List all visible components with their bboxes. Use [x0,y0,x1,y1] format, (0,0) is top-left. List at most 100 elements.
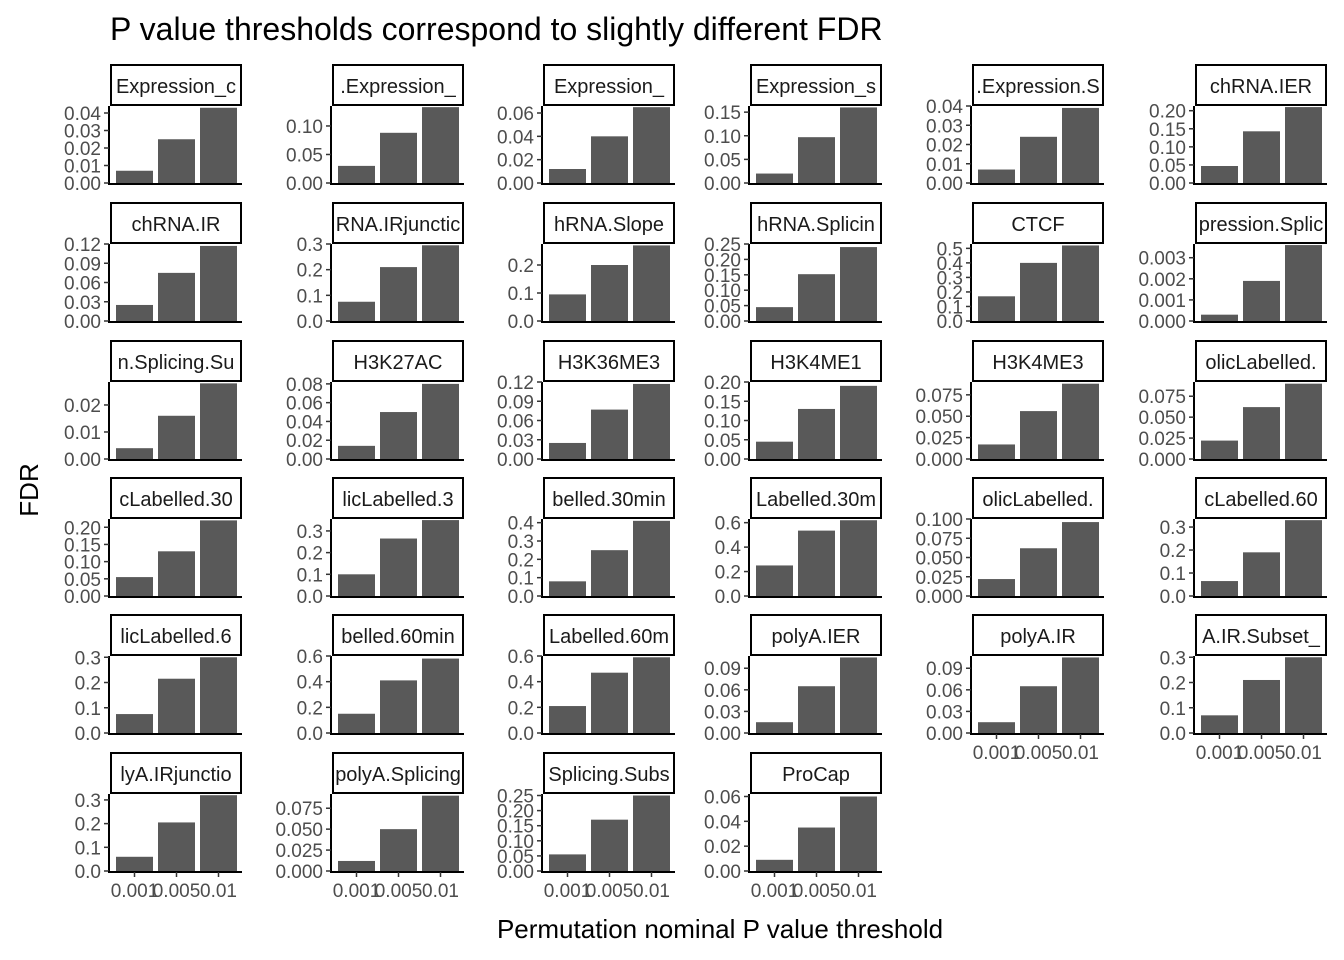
y-tick-label: 0.03 [497,431,534,452]
facet-panel: belled.60min 0.0 0.2 0.4 0.6 [297,614,464,745]
facet-strip-label: H3K4ME3 [992,352,1083,374]
facet-strip-label: lyA.IRjunctio [120,764,231,786]
y-tick-label: 0.15 [704,392,741,413]
bar [549,294,586,321]
bar [200,520,237,596]
x-tick-label: 0.01 [1062,743,1099,764]
facet-strip-label: Splicing.Subs [548,764,669,786]
y-tick-label: 0.08 [286,375,323,396]
facet-strip [332,614,464,656]
facet-strip [543,752,675,794]
y-tick-label: 0.075 [1138,387,1186,408]
bar [338,574,375,596]
y-tick-label: 0.00 [926,724,963,745]
y-tick-label: 0.00 [286,450,323,471]
facet-panel: cLabelled.60 0.00.10.20.3 [1160,477,1327,608]
bar [756,722,793,733]
bar [591,265,628,321]
bar [633,245,670,321]
facet-strip-label: H3K36ME3 [558,352,660,374]
facet-strip-label: A.IR.Subset_ [1202,626,1321,648]
bar [116,714,153,733]
bar [116,448,153,459]
bar [840,107,877,183]
facet-panel: .Expression.S 0.000.010.020.030.04 [926,64,1104,195]
bar [380,267,417,321]
y-tick-label: 0.02 [704,837,741,858]
facet-strip [110,340,242,382]
bar [633,520,670,596]
y-tick-label: 0.15 [704,266,741,287]
bar [978,296,1015,321]
bar [756,307,793,321]
facet-strip-label: licLabelled.3 [342,489,453,511]
facet-panel: Expression_s 0.00 0.050.10 0.15 [704,64,882,195]
y-tick-label: 0.050 [1138,408,1186,429]
facet-strip [750,64,882,106]
bar [1020,411,1057,459]
facet-strip-label: cLabelled.30 [119,489,232,511]
facet-strip [110,752,242,794]
y-tick-label: 0.00 [64,174,101,195]
bar [1285,245,1322,321]
facet-strip-label: licLabelled.6 [120,626,231,648]
bar [1062,383,1099,459]
y-tick-label: 0.3 [297,235,323,256]
y-tick-label: 0.05 [704,431,741,452]
facet-panel: Expression_c 0.000.010.020.030.04 [64,64,242,195]
y-tick-label: 0.00 [286,174,323,195]
facet-panel: polyA.IER 0.000.030.060.09 [704,614,882,745]
y-tick-label: 0.1 [937,297,963,318]
y-tick-label: 0.03 [64,122,101,143]
facet-strip-label: H3K4ME1 [770,352,861,374]
y-tick-label: 0.1 [75,699,101,720]
facet-strip-label: Expression_c [116,76,236,98]
y-tick-label: 0.03 [704,702,741,723]
facet-strip-label: polyA.IER [772,626,861,648]
facet-panel: cLabelled.30 0.000.050.100.150.20 [64,477,242,608]
y-tick-label: 0.05 [704,297,741,318]
bar [978,722,1015,733]
bar [200,795,237,871]
y-tick-label: 0.4 [508,673,535,694]
facet-strip [750,614,882,656]
x-tick-label: 0.01 [840,881,877,902]
bar [798,137,835,183]
bar [549,169,586,183]
bar [1243,552,1280,596]
facet-strip [972,477,1104,519]
y-tick-label: 0.09 [704,659,741,680]
bar [116,856,153,871]
y-tick-label: 0.00 [704,312,741,333]
y-tick-label: 0.2 [297,261,323,282]
bar [1062,657,1099,733]
y-tick-label: 0.00 [497,450,534,471]
facet-strip [972,202,1104,244]
y-tick-label: 0.03 [926,702,963,723]
bar [756,173,793,183]
x-tick-label: 0.01 [1285,743,1322,764]
bar [549,706,586,733]
bar [1243,131,1280,183]
facet-strip-label: chRNA.IER [1210,76,1312,98]
y-tick-label: 0.025 [915,429,963,450]
facet-strip [1195,64,1327,106]
facet-strip [543,477,675,519]
facet-panel: Labelled.60m 0.0 0.2 0.4 0.6 [508,614,675,745]
bar [338,445,375,459]
facet-panel: Splicing.Subs 0.000.050.100.150.200.25 0.0… [497,752,675,902]
bar [549,442,586,459]
y-tick-label: 0.25 [497,787,534,808]
y-tick-label: 0.05 [704,150,741,171]
facet-strip [750,202,882,244]
facet-strip-label: hRNA.Slope [554,214,664,236]
facet-strip-label: belled.30min [552,489,665,511]
facet-panel: .Expression_ 0.00 0.05 0.10 [286,64,464,195]
facet-strip-label: olicLabelled. [1205,352,1316,374]
y-tick-label: 0.0 [75,862,101,883]
bar [1062,245,1099,321]
bar [1285,657,1322,733]
